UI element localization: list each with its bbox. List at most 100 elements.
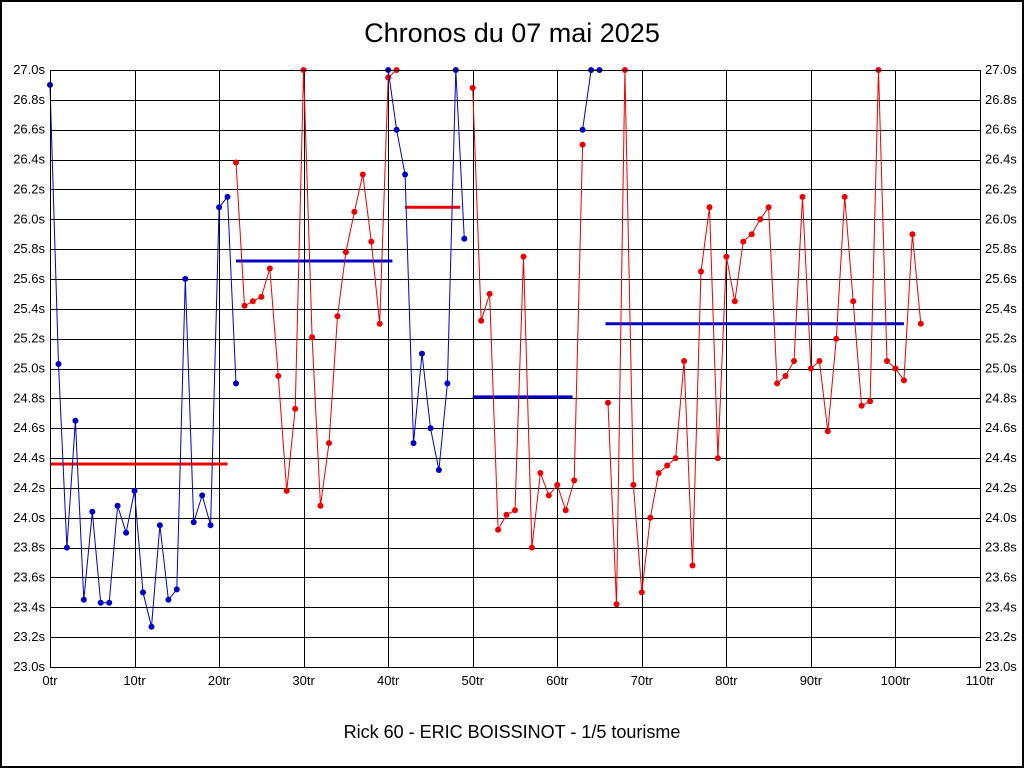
lap-time-point — [444, 380, 451, 387]
svg-text:0tr: 0tr — [42, 673, 58, 688]
lap-time-point — [478, 317, 485, 324]
series-stint-5 — [579, 67, 603, 133]
lap-time-point — [613, 601, 620, 608]
lap-time-point — [774, 380, 781, 387]
svg-text:24.2s: 24.2s — [985, 480, 1017, 495]
lap-time-point — [884, 358, 890, 364]
svg-text:24.4s: 24.4s — [985, 450, 1017, 465]
average-lines — [50, 205, 904, 466]
lap-time-point — [233, 380, 239, 387]
lap-time-point — [283, 487, 290, 494]
svg-text:23.4s: 23.4s — [985, 599, 1017, 614]
lap-time-point — [495, 526, 502, 533]
lap-time-point — [393, 126, 400, 133]
lap-time-point — [97, 599, 104, 606]
lap-time-point — [469, 84, 476, 91]
lap-time-point — [664, 462, 671, 469]
svg-text:23.4s: 23.4s — [13, 599, 45, 614]
svg-text:60tr: 60tr — [546, 673, 569, 688]
lap-time-point — [520, 253, 527, 260]
lap-time-point — [334, 313, 341, 320]
lap-time-point — [309, 334, 316, 341]
lap-time-point — [706, 204, 713, 211]
svg-text:25.0s: 25.0s — [13, 361, 45, 376]
lap-time-point — [605, 399, 611, 406]
lap-time-point — [638, 589, 645, 596]
lap-time-point — [89, 508, 96, 515]
svg-text:24.0s: 24.0s — [985, 510, 1017, 525]
lap-time-point — [427, 425, 434, 432]
svg-text:23.0s: 23.0s — [13, 659, 45, 674]
lap-time-point — [833, 335, 840, 342]
svg-text:24.2s: 24.2s — [13, 480, 45, 495]
lap-time-point — [562, 507, 569, 514]
lap-time-point — [410, 440, 417, 447]
svg-text:50tr: 50tr — [462, 673, 485, 688]
svg-text:25.6s: 25.6s — [13, 271, 45, 286]
lap-time-point — [816, 358, 823, 364]
svg-text:24.6s: 24.6s — [13, 420, 45, 435]
series-stint-1 — [47, 81, 239, 630]
lap-time-point — [182, 275, 189, 282]
svg-text:24.0s: 24.0s — [13, 510, 45, 525]
series-stint-4 — [469, 84, 586, 551]
lap-time-point — [275, 373, 282, 379]
lap-time-point — [571, 477, 578, 484]
svg-text:26.2s: 26.2s — [13, 181, 45, 196]
svg-text:24.8s: 24.8s — [985, 390, 1017, 405]
svg-text:27.0s: 27.0s — [13, 62, 45, 77]
svg-text:23.6s: 23.6s — [985, 569, 1017, 584]
series-stint-3 — [385, 67, 468, 473]
lap-time-point — [216, 204, 223, 211]
svg-text:23.0s: 23.0s — [985, 659, 1017, 674]
svg-text:27.0s: 27.0s — [985, 62, 1017, 77]
svg-text:25.0s: 25.0s — [985, 361, 1017, 376]
svg-text:25.2s: 25.2s — [985, 331, 1017, 346]
svg-text:25.8s: 25.8s — [985, 241, 1017, 256]
lap-time-point — [867, 398, 874, 405]
lap-time-point — [140, 589, 146, 596]
lap-time-point — [402, 171, 409, 178]
lap-time-point — [233, 159, 239, 166]
svg-text:30tr: 30tr — [292, 673, 315, 688]
lap-time-point — [342, 249, 349, 256]
lap-time-point — [207, 522, 214, 529]
series-stint-6 — [605, 67, 924, 608]
svg-text:26.0s: 26.0s — [13, 211, 45, 226]
lap-time-point — [266, 265, 273, 272]
svg-text:23.2s: 23.2s — [13, 629, 45, 644]
lap-time-point — [512, 507, 518, 514]
lap-time-point — [173, 586, 180, 593]
lap-time-point — [900, 377, 907, 384]
lap-time-point — [731, 298, 738, 305]
lap-time-point — [714, 455, 721, 462]
lap-time-point — [858, 402, 865, 409]
svg-text:24.8s: 24.8s — [13, 390, 45, 405]
svg-text:10tr: 10tr — [123, 673, 146, 688]
lap-time-point — [554, 481, 561, 488]
lap-time-point — [114, 502, 121, 509]
lap-time-point — [106, 599, 113, 606]
svg-text:20tr: 20tr — [208, 673, 231, 688]
lap-time-point — [647, 514, 654, 521]
lap-time-point — [765, 204, 772, 211]
lap-time-point — [123, 529, 130, 536]
lap-time-point — [528, 544, 535, 551]
svg-text:25.6s: 25.6s — [985, 271, 1017, 286]
svg-text:23.8s: 23.8s — [13, 540, 45, 555]
lap-time-point — [892, 365, 899, 372]
driver-info-label: Rick 60 - ERIC BOISSINOT - 1/5 tourisme — [343, 722, 681, 742]
svg-text:80tr: 80tr — [715, 673, 738, 688]
svg-text:90tr: 90tr — [800, 673, 823, 688]
svg-text:23.6s: 23.6s — [13, 569, 45, 584]
lap-time-point — [80, 596, 87, 603]
lap-time-point — [368, 238, 375, 245]
lap-time-point — [689, 562, 696, 569]
lap-time-point — [376, 320, 383, 327]
lap-time-point — [55, 361, 62, 367]
lap-time-point — [748, 231, 755, 238]
lap-time-point — [824, 428, 831, 435]
svg-text:25.4s: 25.4s — [13, 301, 45, 316]
lap-time-point — [681, 358, 688, 364]
svg-text:26.8s: 26.8s — [985, 92, 1017, 107]
